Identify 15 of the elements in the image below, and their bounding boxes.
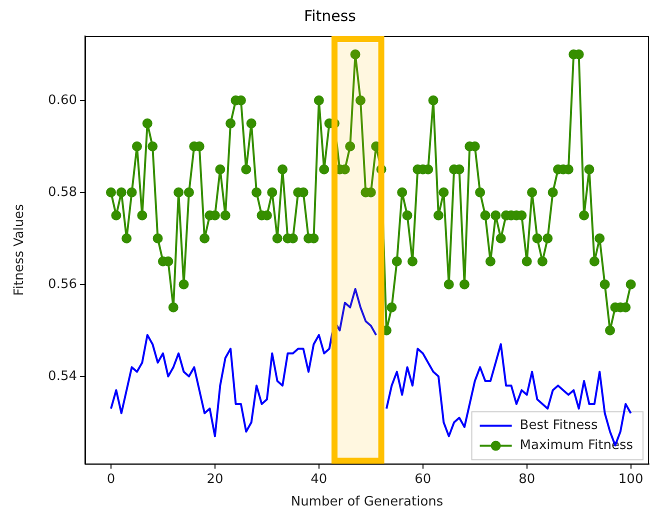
legend-label: Best Fitness [520,418,598,434]
y-axis-title: Fitness Values [12,204,28,296]
x-tick-label: 20 [206,472,224,487]
x-tick-label: 60 [414,472,432,487]
x-tick-label: 0 [106,472,116,487]
x-axis-title: Number of Generations [290,494,444,510]
legend-label: Maximum Fitness [520,438,634,454]
chart-title: Fitness [304,6,356,25]
y-tick-label: 0.54 [48,368,77,384]
x-tick-label: 40 [310,472,328,487]
y-tick-label: 0.56 [48,276,77,292]
x-tick-label: 80 [518,472,536,487]
x-tick-label: 100 [618,472,644,487]
y-tick-label: 0.58 [48,184,77,200]
y-tick-label: 0.60 [48,92,77,108]
